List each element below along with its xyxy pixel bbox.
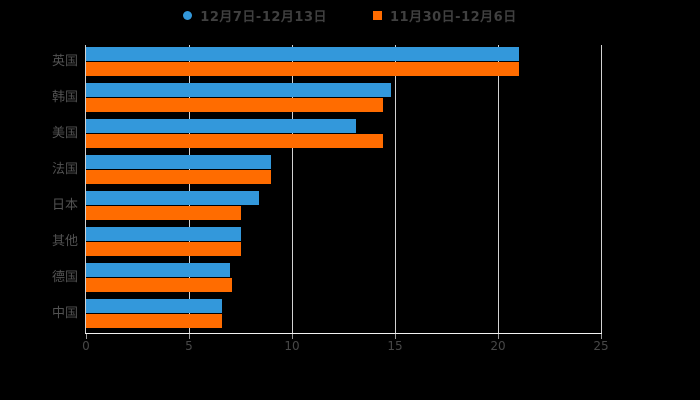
gridline-x-20 bbox=[497, 45, 499, 333]
bar-series1-其他[interactable] bbox=[86, 227, 241, 241]
x-axis-tick-label-5: 5 bbox=[185, 339, 193, 353]
gridline-x-15 bbox=[394, 45, 396, 333]
bar-series2-其他[interactable] bbox=[86, 242, 241, 256]
legend-item-series1[interactable]: 12月7日-12月13日 bbox=[183, 6, 327, 25]
x-axis-tick-label-15: 15 bbox=[387, 339, 403, 353]
series1-marker-icon bbox=[183, 11, 193, 20]
bar-series1-英国[interactable] bbox=[86, 47, 519, 61]
x-axis-tick-0 bbox=[86, 334, 87, 339]
bar-series1-日本[interactable] bbox=[86, 191, 260, 205]
x-axis-tick-label-25: 25 bbox=[593, 339, 609, 353]
bar-series2-德国[interactable] bbox=[86, 278, 233, 292]
bar-series1-德国[interactable] bbox=[86, 263, 231, 277]
gridline-x-5 bbox=[188, 45, 190, 333]
series2-marker-icon bbox=[373, 11, 382, 20]
category-label-美国: 美国 bbox=[51, 126, 78, 141]
plot-area bbox=[85, 45, 602, 333]
x-axis-tick-label-20: 20 bbox=[490, 339, 506, 353]
bar-series1-韩国[interactable] bbox=[86, 83, 391, 97]
category-label-法国: 法国 bbox=[51, 162, 78, 177]
gridline-x-10 bbox=[291, 45, 293, 333]
category-label-中国: 中国 bbox=[51, 306, 78, 321]
category-label-日本: 日本 bbox=[51, 198, 78, 213]
x-axis-tick-label-0: 0 bbox=[82, 339, 90, 353]
bar-series1-美国[interactable] bbox=[86, 119, 356, 133]
bar-series2-韩国[interactable] bbox=[86, 98, 383, 112]
x-axis-tick-25 bbox=[601, 334, 602, 339]
gridline-x-0 bbox=[85, 45, 86, 333]
chart-legend: 12月7日-12月13日 11月30日-12月6日 bbox=[0, 6, 700, 25]
category-label-韩国: 韩国 bbox=[51, 90, 78, 105]
bar-series2-英国[interactable] bbox=[86, 62, 519, 76]
gridline-x-25 bbox=[600, 45, 602, 333]
legend-item-series2[interactable]: 11月30日-12月6日 bbox=[373, 6, 517, 25]
x-axis-tick-15 bbox=[395, 334, 396, 339]
bar-series1-中国[interactable] bbox=[86, 299, 222, 313]
bar-series2-法国[interactable] bbox=[86, 170, 272, 184]
category-label-其他: 其他 bbox=[51, 234, 78, 249]
series1-label: 12月7日-12月13日 bbox=[200, 10, 327, 25]
bar-series2-美国[interactable] bbox=[86, 134, 383, 148]
x-axis-tick-10 bbox=[292, 334, 293, 339]
bar-series2-中国[interactable] bbox=[86, 314, 222, 328]
category-label-德国: 德国 bbox=[51, 270, 78, 285]
x-axis-line bbox=[85, 333, 602, 334]
bar-series2-日本[interactable] bbox=[86, 206, 241, 220]
series2-label: 11月30日-12月6日 bbox=[390, 10, 517, 25]
x-axis-tick-label-10: 10 bbox=[284, 339, 300, 353]
category-label-英国: 英国 bbox=[51, 54, 78, 69]
x-axis-tick-5 bbox=[189, 334, 190, 339]
bar-series1-法国[interactable] bbox=[86, 155, 272, 169]
x-axis-tick-20 bbox=[498, 334, 499, 339]
